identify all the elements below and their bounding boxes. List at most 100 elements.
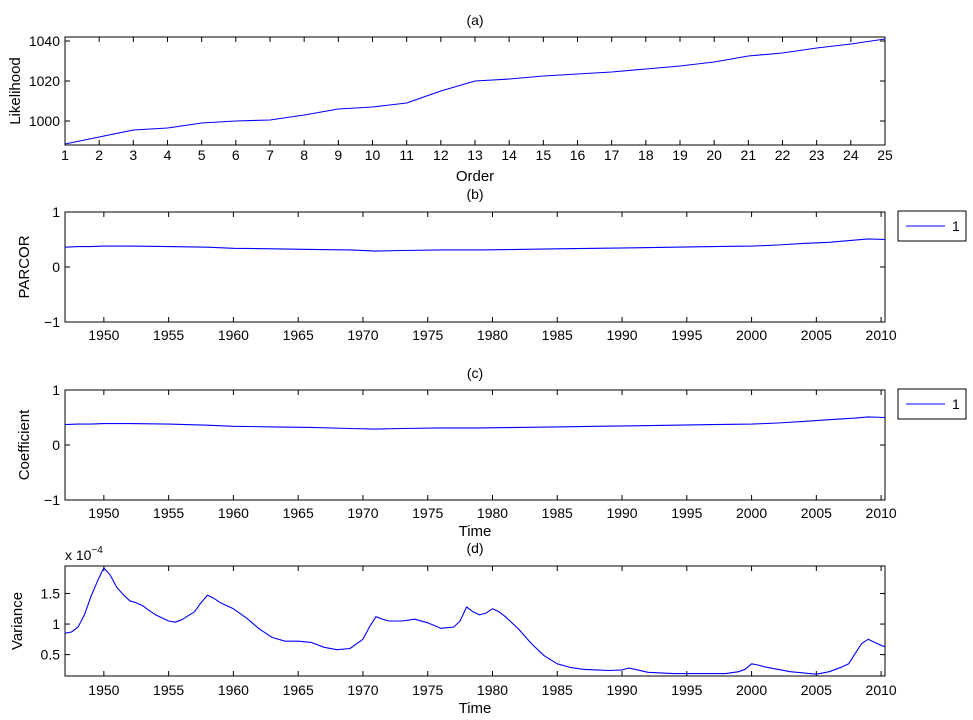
panel-d-axes bbox=[64, 565, 886, 677]
panel-d-exponent-base: x 10 bbox=[65, 547, 92, 563]
panel-b-xtick-label: 1975 bbox=[412, 327, 443, 343]
panel-d-xtick-label: 1980 bbox=[477, 682, 508, 698]
panel-d-xtick-label: 1975 bbox=[412, 682, 443, 698]
panel-d-exponent: x 10−4 bbox=[65, 545, 103, 563]
panel-c-xtick-label: 1980 bbox=[477, 505, 508, 521]
panel-a-xtick-label: 16 bbox=[570, 147, 586, 163]
panel-d-title: (d) bbox=[466, 540, 483, 556]
panel-d-xtick-label: 1955 bbox=[153, 682, 184, 698]
panel-b-xtick-label: 1985 bbox=[542, 327, 573, 343]
panel-a-ylabel: Likelihood bbox=[7, 57, 24, 125]
panel-d-xtick-label: 1960 bbox=[218, 682, 249, 698]
panel-b-ylabel: PARCOR bbox=[16, 235, 33, 298]
panel-d-xtick-label: 1990 bbox=[606, 682, 637, 698]
panel-a-xtick-label: 11 bbox=[399, 147, 414, 163]
panel-a-ytick-label: 1040 bbox=[29, 33, 60, 49]
panel-a-xtick-label: 9 bbox=[334, 147, 342, 163]
panel-c-xtick-label: 1985 bbox=[542, 505, 573, 521]
panel-d-xtick-label: 1970 bbox=[347, 682, 378, 698]
panel-c-xtick-label: 1975 bbox=[412, 505, 443, 521]
panel-a-xtick-label: 7 bbox=[266, 147, 274, 163]
panel-a-ytick-label: 1020 bbox=[29, 73, 60, 89]
panel-b-legend-label: 1 bbox=[952, 218, 960, 234]
panel-b-xtick-label: 2005 bbox=[801, 327, 832, 343]
panel-a-xtick-label: 18 bbox=[638, 147, 654, 163]
panel-a-xtick-label: 22 bbox=[775, 147, 791, 163]
panel-d-xtick-label: 2005 bbox=[801, 682, 832, 698]
panel-c-legend: 1 bbox=[897, 388, 967, 420]
panel-d-ytick-label: 1 bbox=[52, 616, 60, 632]
panel-b-xtick-label: 2000 bbox=[736, 327, 767, 343]
panel-b-marks: 1950 1955 1960 1965 1970 1975 1980 1985 1990 1995… bbox=[44, 204, 897, 343]
panel-a-xtick-label: 2 bbox=[95, 147, 103, 163]
panel-d-xtick-label: 1965 bbox=[283, 682, 314, 698]
panel-d-marks: 1950 1955 1960 1965 1970 1975 1980 1985 1990 1995… bbox=[41, 566, 897, 698]
panel-d-exponent-power: −4 bbox=[91, 545, 103, 556]
panel-b-xtick-label: 1980 bbox=[477, 327, 508, 343]
panel-c-ytick-label: 0 bbox=[52, 437, 60, 453]
panel-a: (a) 1 2 3 4 5 6 7 8 9 10 11 12 13 14 15 16 17 18 19 20 21 22 2… bbox=[7, 12, 893, 185]
panel-b-xtick-label: 1990 bbox=[606, 327, 637, 343]
panel-d: (d) x 10−4 1950 1955 1960 1965 1970 1975 1980 1… bbox=[9, 540, 897, 717]
panel-b-xtick-label: 1970 bbox=[347, 327, 378, 343]
panel-a-xlabel: Order bbox=[456, 168, 494, 185]
panel-a-title: (a) bbox=[466, 12, 483, 28]
panel-a-xtick-label: 1 bbox=[61, 147, 69, 163]
panel-b-xtick-label: 2010 bbox=[866, 327, 897, 343]
panel-b-xtick-label: 1960 bbox=[218, 327, 249, 343]
panel-d-xtick-label: 2000 bbox=[736, 682, 767, 698]
panel-c-ylabel: Coefficient bbox=[16, 409, 33, 480]
panel-c: (c) 1950 1955 1960 1965 1970 1975 1980 1985 1990… bbox=[16, 365, 967, 540]
panel-a-marks: 1 2 3 4 5 6 7 8 9 10 11 12 13 14 15 16 17 18 19 20 21 22 23 24 2… bbox=[29, 33, 893, 163]
panel-d-ytick-label: 1.5 bbox=[41, 586, 61, 602]
panel-a-xtick-label: 25 bbox=[877, 147, 893, 163]
panel-a-xtick-label: 17 bbox=[604, 147, 620, 163]
panel-a-ytick-label: 1000 bbox=[29, 113, 60, 129]
panel-c-xtick-label: 2005 bbox=[801, 505, 832, 521]
panel-a-xtick-label: 14 bbox=[501, 147, 517, 163]
panel-a-xtick-label: 6 bbox=[232, 147, 240, 163]
panel-a-xtick-label: 15 bbox=[536, 147, 552, 163]
panel-a-xtick-label: 20 bbox=[706, 147, 722, 163]
panel-d-ytick-label: 0.5 bbox=[41, 647, 61, 663]
panel-c-ytick-label: 1 bbox=[52, 382, 60, 398]
panel-d-xtick-label: 1985 bbox=[542, 682, 573, 698]
panel-b-ytick-label: −1 bbox=[44, 314, 60, 330]
panel-b-xtick-label: 1955 bbox=[153, 327, 184, 343]
panel-c-legend-label: 1 bbox=[952, 396, 960, 412]
panel-a-xtick-label: 8 bbox=[300, 147, 308, 163]
panel-b-xtick-label: 1950 bbox=[88, 327, 119, 343]
panel-a-xtick-label: 10 bbox=[365, 147, 381, 163]
panel-c-xtick-label: 1965 bbox=[283, 505, 314, 521]
panel-c-xtick-label: 1955 bbox=[153, 505, 184, 521]
panel-c-xtick-label: 1995 bbox=[671, 505, 702, 521]
panel-b-xtick-label: 1995 bbox=[671, 327, 702, 343]
panel-c-title: (c) bbox=[467, 365, 483, 381]
panel-d-xtick-label: 1995 bbox=[671, 682, 702, 698]
panel-a-xtick-label: 24 bbox=[843, 147, 859, 163]
panel-a-xtick-label: 12 bbox=[433, 147, 449, 163]
panel-d-ylabel: Variance bbox=[9, 592, 26, 650]
panel-c-series-line bbox=[64, 416, 886, 430]
panel-a-xtick-label: 4 bbox=[164, 147, 172, 163]
panel-d-xlabel: Time bbox=[459, 700, 492, 717]
panel-c-xtick-label: 1960 bbox=[218, 505, 249, 521]
panel-a-xtick-label: 19 bbox=[672, 147, 688, 163]
panel-b-xtick-label: 1965 bbox=[283, 327, 314, 343]
panel-c-xtick-label: 1950 bbox=[88, 505, 119, 521]
panel-c-xtick-label: 2000 bbox=[736, 505, 767, 521]
panel-c-xtick-label: 1990 bbox=[606, 505, 637, 521]
panel-a-axes bbox=[64, 36, 886, 146]
panel-b: (b) 1950 1955 1960 1965 1970 1975 1980 1985 1990… bbox=[16, 186, 967, 343]
panel-c-xlabel: Time bbox=[459, 523, 492, 540]
panel-c-ytick-label: −1 bbox=[44, 492, 60, 508]
panel-c-xtick-label: 2010 bbox=[866, 505, 897, 521]
panel-b-axes bbox=[64, 211, 886, 323]
panel-a-xtick-label: 21 bbox=[741, 147, 757, 163]
panel-a-series-line bbox=[64, 38, 886, 145]
panel-c-marks: 1950 1955 1960 1965 1970 1975 1980 1985 1990 1995… bbox=[44, 382, 897, 521]
panel-a-xtick-label: 23 bbox=[809, 147, 825, 163]
panel-b-ytick-label: 0 bbox=[52, 259, 60, 275]
panel-a-xtick-label: 3 bbox=[129, 147, 137, 163]
panel-d-xtick-label: 2010 bbox=[866, 682, 897, 698]
